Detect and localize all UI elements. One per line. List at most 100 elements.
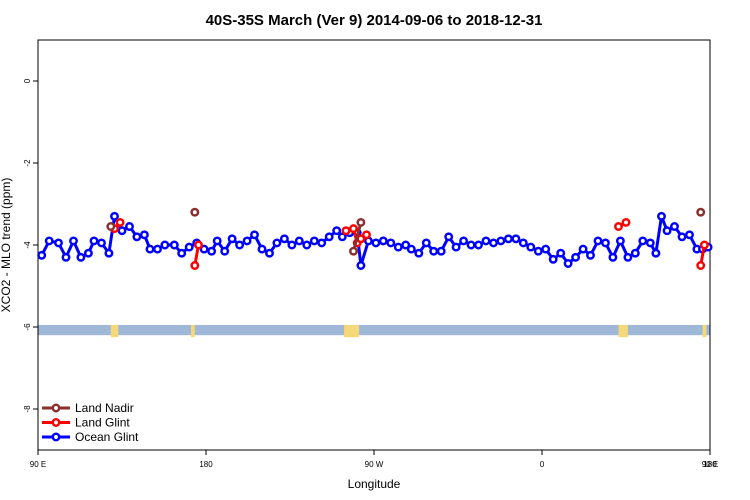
data-point bbox=[541, 244, 551, 254]
data-point bbox=[586, 250, 595, 260]
data-point bbox=[349, 224, 358, 234]
data-point bbox=[466, 240, 476, 250]
data-point bbox=[638, 236, 648, 246]
data-point bbox=[677, 232, 687, 242]
data-point bbox=[436, 246, 446, 256]
data-point bbox=[194, 240, 203, 250]
data-point bbox=[117, 226, 127, 236]
data-point bbox=[184, 242, 194, 252]
y-axis: 0 -2 -4 -6 -8 bbox=[23, 78, 38, 413]
data-point bbox=[139, 230, 149, 240]
series-layer bbox=[37, 207, 713, 270]
data-point bbox=[341, 226, 351, 236]
data-point bbox=[69, 236, 78, 246]
data-point bbox=[279, 234, 289, 244]
x-tick-label: 90 E bbox=[30, 460, 46, 469]
y-axis-label: XCO2 - MLO trend (ppm) bbox=[0, 178, 13, 313]
data-point bbox=[518, 238, 528, 248]
data-point bbox=[153, 244, 162, 254]
data-point bbox=[496, 236, 506, 246]
data-point bbox=[556, 248, 566, 258]
data-point bbox=[145, 244, 155, 254]
data-point bbox=[356, 261, 366, 270]
data-point bbox=[608, 252, 618, 262]
data-point bbox=[615, 236, 625, 246]
data-point bbox=[250, 230, 259, 240]
data-point bbox=[235, 240, 245, 250]
data-point bbox=[160, 240, 170, 250]
data-point bbox=[302, 240, 312, 250]
x-tick-label: 90 W bbox=[365, 460, 384, 469]
legend-item: Ocean Glint bbox=[42, 430, 139, 444]
data-point bbox=[630, 248, 640, 258]
legend-swatch-marker bbox=[51, 418, 61, 427]
data-point bbox=[199, 244, 209, 254]
legend-item: Land Glint bbox=[42, 416, 130, 430]
data-point bbox=[132, 232, 142, 242]
data-point bbox=[220, 246, 230, 256]
data-point bbox=[696, 261, 706, 270]
data-point bbox=[651, 248, 661, 258]
data-point bbox=[287, 240, 297, 250]
y-tick-label: 0 bbox=[23, 78, 32, 83]
data-point bbox=[421, 238, 431, 248]
x-tick-label: 0 bbox=[540, 460, 545, 469]
data-point bbox=[511, 234, 521, 244]
x-axis-label: Longitude bbox=[348, 477, 401, 491]
legend-label: Ocean Glint bbox=[75, 430, 139, 444]
series-land-nadir bbox=[106, 207, 706, 256]
data-point bbox=[190, 261, 200, 270]
data-point bbox=[378, 236, 388, 246]
data-point bbox=[526, 242, 536, 252]
x-tick-label: 90 E bbox=[702, 460, 718, 469]
data-point bbox=[548, 254, 558, 264]
data-point bbox=[414, 248, 424, 258]
data-point bbox=[257, 244, 267, 254]
land-patch bbox=[618, 324, 628, 338]
data-point bbox=[83, 248, 93, 258]
data-point bbox=[386, 238, 396, 248]
land-patch bbox=[191, 324, 195, 338]
data-point bbox=[37, 250, 47, 260]
data-point bbox=[657, 211, 666, 221]
legend-label: Land Nadir bbox=[75, 401, 134, 415]
data-point bbox=[662, 226, 672, 236]
data-point bbox=[104, 248, 114, 258]
data-point bbox=[593, 236, 603, 246]
data-point bbox=[227, 234, 237, 244]
data-point bbox=[337, 232, 347, 242]
data-point bbox=[106, 222, 116, 231]
data-point bbox=[190, 207, 200, 217]
data-point bbox=[332, 226, 342, 236]
data-point bbox=[699, 240, 709, 250]
data-point bbox=[54, 238, 63, 248]
data-point bbox=[44, 236, 54, 246]
data-point bbox=[371, 238, 381, 248]
data-point bbox=[324, 232, 334, 242]
legend-swatch-marker bbox=[51, 432, 61, 442]
data-point bbox=[242, 236, 252, 246]
data-point bbox=[623, 252, 633, 262]
data-point bbox=[317, 238, 327, 248]
data-point bbox=[212, 236, 222, 246]
data-point bbox=[645, 238, 655, 248]
data-point bbox=[177, 248, 187, 258]
data-point bbox=[614, 222, 623, 231]
data-point bbox=[670, 222, 679, 231]
data-point bbox=[481, 236, 491, 246]
x-tick-label: 180 bbox=[703, 460, 717, 469]
data-point bbox=[621, 217, 631, 227]
data-point bbox=[533, 246, 543, 256]
land-patch bbox=[344, 324, 360, 338]
data-point bbox=[685, 230, 694, 240]
data-point bbox=[349, 246, 358, 256]
legend-item: Land Nadir bbox=[42, 401, 134, 415]
data-point bbox=[444, 232, 454, 242]
land-patch bbox=[110, 324, 119, 338]
data-point bbox=[362, 230, 371, 240]
data-point bbox=[571, 252, 581, 262]
data-point bbox=[451, 242, 461, 252]
series-line bbox=[352, 222, 363, 252]
